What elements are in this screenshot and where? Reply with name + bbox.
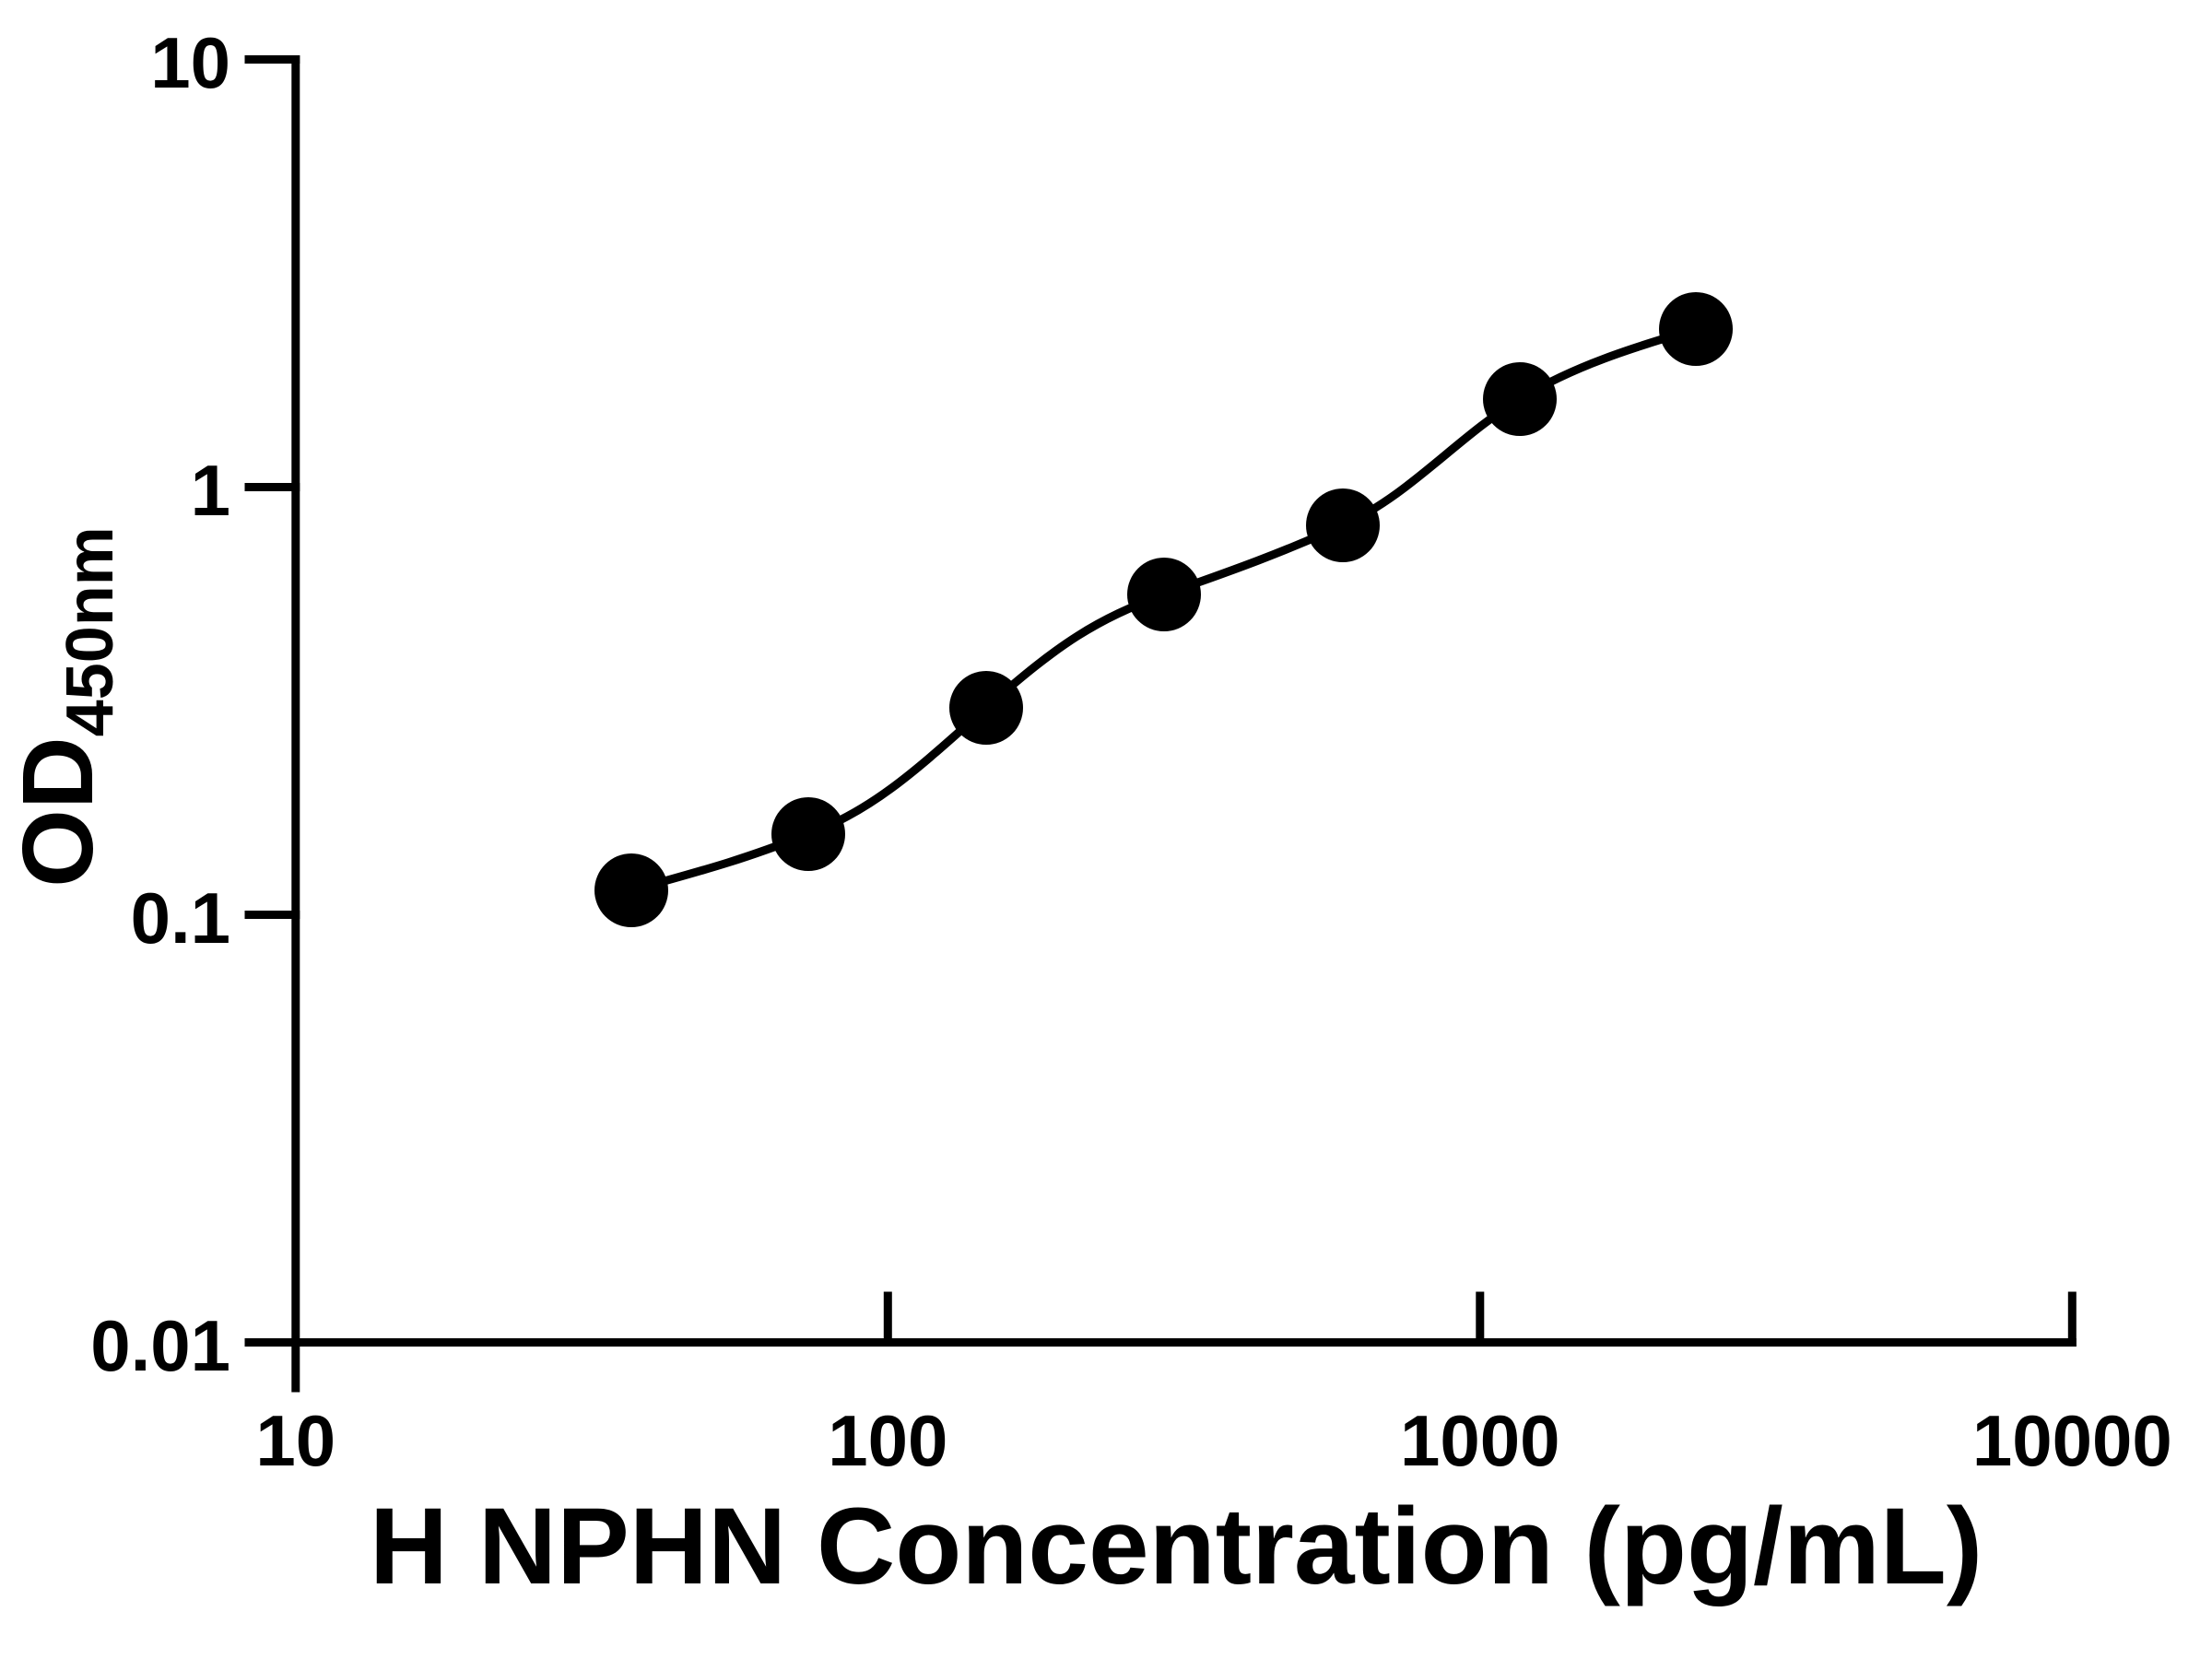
svg-text:10: 10 [150, 22, 230, 103]
svg-text:100: 100 [828, 1400, 947, 1481]
svg-text:1000: 1000 [1400, 1400, 1560, 1481]
svg-text:10000: 10000 [1972, 1400, 2172, 1481]
svg-text:0.01: 0.01 [90, 1305, 230, 1386]
svg-text:1: 1 [191, 450, 230, 531]
svg-text:H NPHN Concentration (pg/mL): H NPHN Concentration (pg/mL) [370, 1486, 1983, 1607]
svg-text:0.1: 0.1 [131, 877, 230, 959]
svg-text:10: 10 [255, 1400, 335, 1481]
